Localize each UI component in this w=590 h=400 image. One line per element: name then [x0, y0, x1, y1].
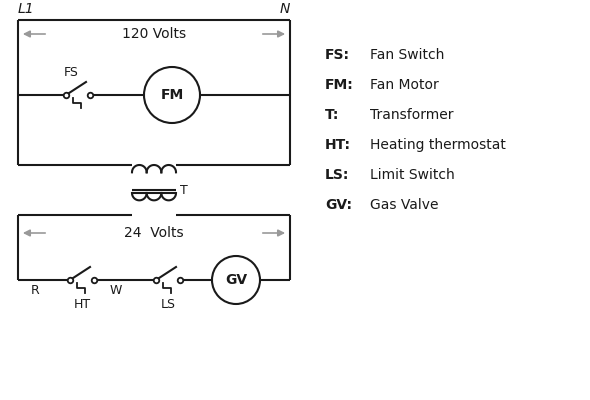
Text: Gas Valve: Gas Valve: [370, 198, 438, 212]
Text: HT: HT: [73, 298, 90, 311]
Text: T:: T:: [325, 108, 339, 122]
Text: FS:: FS:: [325, 48, 350, 62]
Text: R: R: [31, 284, 40, 297]
Text: Transformer: Transformer: [370, 108, 454, 122]
Text: GV:: GV:: [325, 198, 352, 212]
Text: 24  Volts: 24 Volts: [124, 226, 184, 240]
Text: FM:: FM:: [325, 78, 354, 92]
Text: Fan Switch: Fan Switch: [370, 48, 444, 62]
Text: W: W: [110, 284, 122, 297]
Text: T: T: [180, 184, 188, 196]
Text: L1: L1: [18, 2, 35, 16]
Text: LS:: LS:: [325, 168, 349, 182]
Text: HT:: HT:: [325, 138, 351, 152]
Text: FS: FS: [64, 66, 79, 79]
Text: 120 Volts: 120 Volts: [122, 27, 186, 41]
Text: FM: FM: [160, 88, 183, 102]
Text: GV: GV: [225, 273, 247, 287]
Text: LS: LS: [160, 298, 175, 311]
Text: Heating thermostat: Heating thermostat: [370, 138, 506, 152]
Text: Fan Motor: Fan Motor: [370, 78, 439, 92]
Text: Limit Switch: Limit Switch: [370, 168, 455, 182]
Text: N: N: [280, 2, 290, 16]
